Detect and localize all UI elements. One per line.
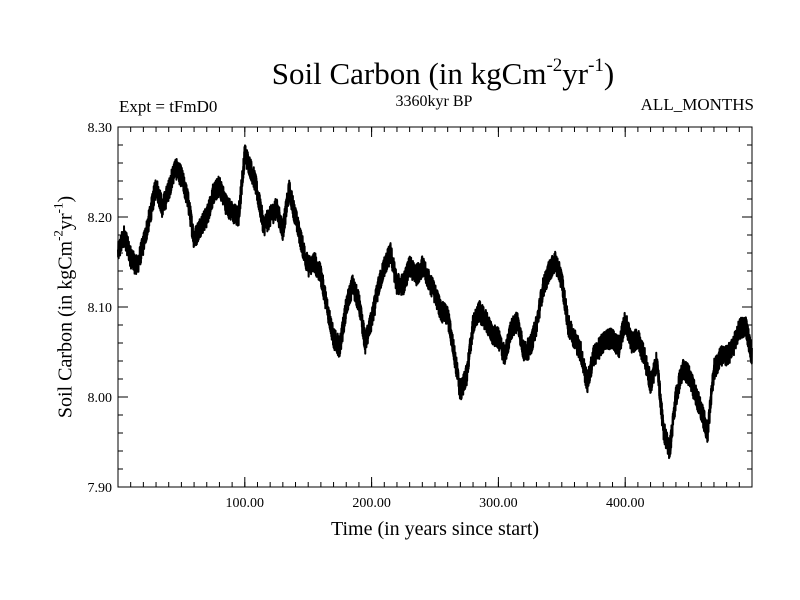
months-label: ALL_MONTHS <box>640 95 754 114</box>
series-line-soil-carbon <box>117 144 753 460</box>
x-axis-label: Time (in years since start) <box>330 518 540 540</box>
plot-frame <box>117 126 753 488</box>
tick-labels: 100.00 200.00 300.00 400.00 7.90 8.00 8.10 8.20… <box>88 121 645 511</box>
x-tick-label: 100.00 <box>226 496 265 511</box>
x-tick-label: 400.00 <box>606 496 645 511</box>
x-tick-label: 300.00 <box>479 496 518 511</box>
y-tick-label: 8.30 <box>88 121 113 136</box>
y-tick-label: 8.00 <box>88 391 113 406</box>
y-tick-label: 8.20 <box>88 211 113 226</box>
minor-ticks <box>118 127 752 487</box>
major-ticks <box>118 126 752 488</box>
y-tick-label: 7.90 <box>88 481 113 496</box>
y-tick-label: 8.10 <box>88 301 113 316</box>
chart-title: Soil Carbon (in kgCm-2yr-1) <box>271 55 615 91</box>
x-tick-label: 200.00 <box>352 496 391 511</box>
experiment-label: Expt = tFmD0 <box>119 97 218 116</box>
period-subtitle: 3360kyr BP <box>395 93 473 110</box>
